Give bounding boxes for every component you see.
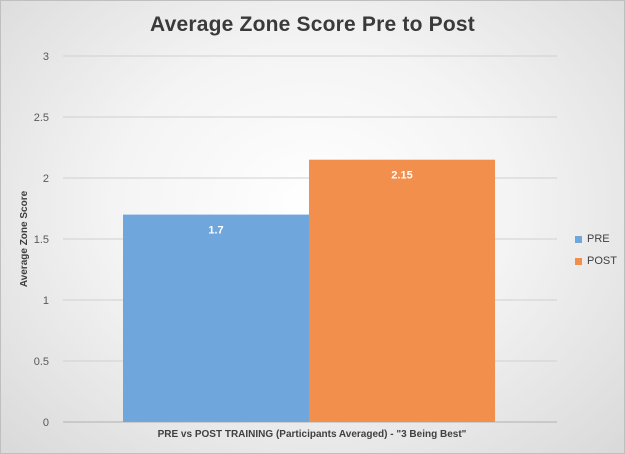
legend-item-post: POST [575, 250, 617, 272]
y-tick-label: 1.5 [34, 234, 49, 246]
y-tick-label: 2 [43, 173, 49, 185]
legend-item-pre: PRE [575, 228, 617, 250]
y-tick-label: 0 [43, 417, 49, 429]
legend-swatch-pre [575, 235, 582, 243]
data-label-post: 2.15 [391, 170, 412, 182]
x-axis-label: PRE vs POST TRAINING (Participants Avera… [158, 429, 467, 440]
data-label-pre: 1.7 [208, 225, 223, 237]
legend-swatch-post [575, 257, 582, 265]
bar-pre [123, 214, 309, 422]
legend-label-post: POST [587, 255, 617, 267]
legend: PRE POST [575, 228, 617, 272]
chart-title: Average Zone Score Pre to Post [150, 13, 475, 36]
y-axis-label: Average Zone Score [19, 190, 30, 287]
y-tick-label: 2.5 [34, 112, 49, 124]
y-tick-label: 3 [43, 51, 49, 63]
legend-label-pre: PRE [587, 233, 610, 245]
bar-post [309, 159, 495, 422]
y-tick-label: 0.5 [34, 356, 49, 368]
y-tick-label: 1 [43, 295, 49, 307]
